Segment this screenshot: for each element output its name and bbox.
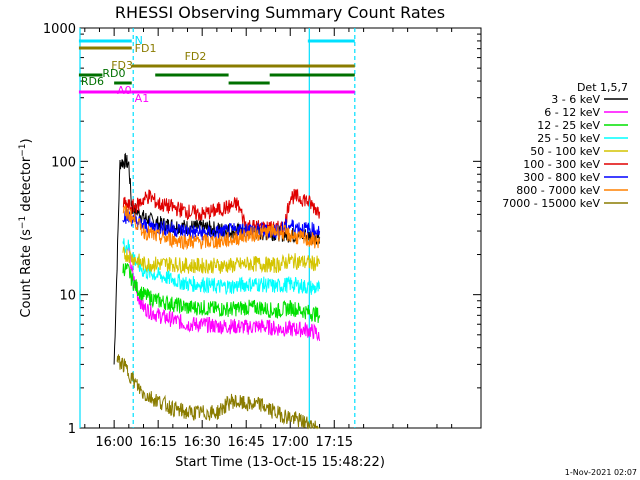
y-axis-label-sup: −1 [18,216,28,229]
legend-entry-label: 100 - 300 keV [523,158,600,171]
series-line [113,152,321,365]
x-tick-label: 16:15 [139,435,176,450]
legend-entry-label: 6 - 12 keV [544,106,600,119]
legend-entry-label: 12 - 25 keV [537,119,600,132]
series-line [122,205,321,251]
x-tick-label: 17:00 [271,435,308,450]
flag-bar-label: RD0 [102,67,125,80]
series-line [122,263,321,323]
chart-title: RHESSI Observing Summary Count Rates [115,3,445,22]
y-tick-label: 1 [68,422,76,437]
series-line [128,247,321,342]
flag-bar-label: A0 [117,84,132,97]
legend-entry-label: 800 - 7000 keV [516,184,600,197]
y-axis-label-part: detector [19,156,34,216]
legend-header: Det 1,5,7 [577,81,628,94]
flag-bar-label: A1 [135,92,150,105]
y-tick-label: 100 [51,155,76,170]
flag-bar-label: FD1 [135,42,157,55]
series-line [116,354,320,430]
y-axis-label: Count Rate (s−1 detector−1) [18,138,34,317]
y-axis-label-part: ) [19,138,34,143]
series-line [122,245,321,275]
legend-entry-label: 50 - 100 keV [530,145,600,158]
legend-entry-label: 7000 - 15000 keV [502,197,600,210]
y-axis-label-sup: −1 [18,143,28,156]
x-tick-label: 17:15 [316,435,353,450]
legend-entry-label: 25 - 50 keV [537,132,600,145]
y-tick-label: 1000 [43,22,76,37]
flag-bar-label: RD6 [81,75,104,88]
x-tick-label: 16:30 [183,435,220,450]
plot-area: 1 10 100 1000 16:00 16:15 16:30 16:45 17:00 17:15… [43,22,482,450]
flag-bar-label: N [135,34,143,47]
flag-bar-label: FD2 [185,50,207,63]
x-axis-label: Start Time (13-Oct-15 15:48:22) [175,455,385,470]
x-tick-label: 16:45 [227,435,264,450]
y-axis-label-part: Count Rate (s [19,229,34,318]
x-tick-label: 16:00 [95,435,132,450]
legend-entry-label: 300 - 800 keV [523,171,600,184]
flag-bar-label: FD3 [111,59,133,72]
series-line [122,238,321,295]
legend-entry-label: 3 - 6 keV [551,93,600,106]
timestamp: 1-Nov-2021 02:07 [565,468,637,477]
y-tick-label: 10 [59,289,76,304]
